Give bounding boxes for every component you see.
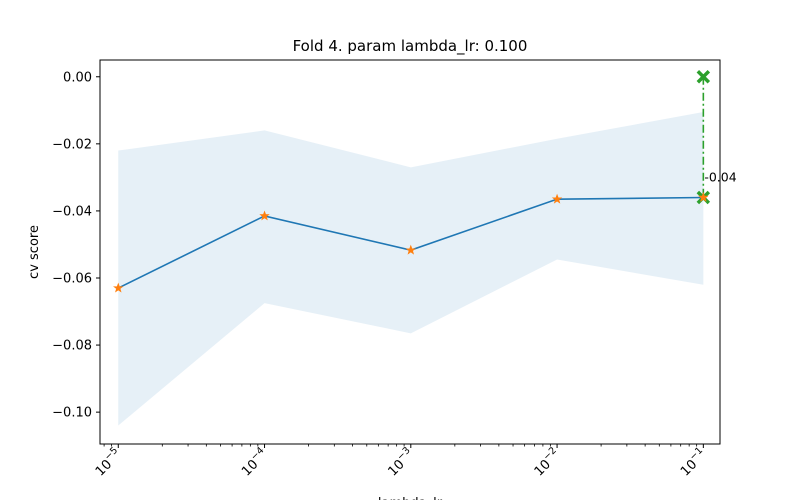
annotation-marker-top — [696, 70, 711, 84]
data-point — [698, 192, 709, 202]
x-tick-label: 10−4 — [237, 445, 271, 479]
x-axis-title: lambda_lr — [378, 496, 443, 500]
x-tick-label: 10−5 — [91, 445, 125, 479]
y-tick-label: −0.02 — [52, 137, 92, 152]
x-tick-label-group: 10−5 — [91, 445, 125, 479]
y-tick-label: −0.10 — [52, 406, 92, 421]
data-point — [259, 210, 270, 221]
data-point — [405, 244, 417, 255]
y-tick-label: −0.04 — [52, 204, 92, 219]
x-tick-label-group: 10−2 — [530, 445, 564, 479]
data-point — [551, 193, 563, 204]
y-tick-label: −0.06 — [52, 271, 92, 286]
x-tick-label-group: 10−1 — [676, 445, 710, 479]
data-point — [113, 282, 124, 293]
x-tick-label: 10−3 — [383, 445, 417, 479]
confidence-band — [118, 111, 704, 426]
chart-title: Fold 4. param lambda_lr: 0.100 — [293, 37, 528, 56]
y-tick-label: 0.00 — [63, 70, 92, 85]
x-tick-label-group: 10−3 — [383, 445, 417, 479]
y-tick-label: −0.08 — [52, 339, 92, 354]
annotation-label: -0.04 — [704, 170, 736, 185]
y-axis-title: cv score — [27, 225, 42, 279]
x-tick-label-group: 10−4 — [237, 445, 271, 479]
annotation-group: -0.04 — [696, 70, 737, 205]
x-tick-label: 10−2 — [530, 445, 564, 479]
x-axis: 10−5 10−4 10−3 10−2 10−1 — [91, 444, 710, 479]
series-group — [113, 192, 709, 293]
x-tick-label: 10−1 — [676, 445, 710, 479]
confidence-band-group — [118, 111, 704, 426]
y-axis: 0.00 −0.02 −0.04 −0.06 −0.08 −0.10 — [52, 70, 100, 421]
plot-frame — [99, 59, 721, 445]
